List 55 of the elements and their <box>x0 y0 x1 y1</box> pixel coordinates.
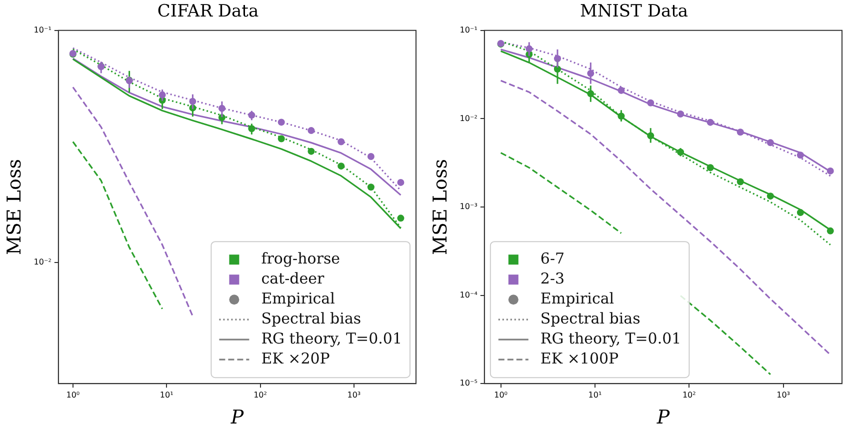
point <box>736 178 744 186</box>
legend-label: 2-3 <box>540 269 565 288</box>
x-tick-label: 10⁰ <box>66 390 80 400</box>
point <box>796 152 804 159</box>
legend-label: Empirical <box>261 289 336 308</box>
x-tick-label: 10² <box>254 390 267 400</box>
x-tick-label: 10³ <box>347 390 361 400</box>
legend-label: Spectral bias <box>261 309 362 328</box>
point <box>826 167 834 174</box>
point <box>278 135 285 142</box>
point <box>338 162 345 170</box>
point <box>706 164 714 172</box>
x-tick-label: 10¹ <box>160 390 174 400</box>
point <box>826 227 834 234</box>
point <box>308 127 315 134</box>
chart-title: MNIST Data <box>580 2 688 22</box>
x-axis-title: P <box>656 406 671 429</box>
point <box>647 99 654 106</box>
point <box>706 118 714 126</box>
y-tick-label: 10⁻¹ <box>34 25 52 34</box>
legend-label: RG theory, T=0.01 <box>540 329 682 348</box>
y-tick-label: 10⁻⁴ <box>460 290 478 300</box>
point <box>397 178 404 186</box>
x-tick-label: 10² <box>682 390 696 400</box>
point <box>766 192 774 200</box>
point <box>278 118 285 126</box>
legend-label: Spectral bias <box>540 309 640 328</box>
point <box>677 110 684 118</box>
y-axis-title: MSE Loss <box>3 159 26 255</box>
legend-label: Empirical <box>540 289 614 308</box>
chart-title: CIFAR Data <box>157 2 259 22</box>
point <box>308 148 315 155</box>
y-tick-label: 10⁻⁵ <box>460 378 478 388</box>
legend-label: 6-7 <box>540 249 565 268</box>
x-tick-label: 10¹ <box>588 390 602 400</box>
x-tick-label: 10⁰ <box>494 390 508 400</box>
x-tick-label: 10³ <box>776 390 790 400</box>
point <box>367 184 374 191</box>
y-tick-label: 10⁻² <box>34 257 52 266</box>
point <box>367 152 374 160</box>
y-tick-label: 10⁻³ <box>460 202 478 212</box>
legend-label: EK ×20P <box>261 349 330 368</box>
point <box>796 209 804 216</box>
y-tick-label: 10⁻² <box>460 114 478 123</box>
point <box>736 128 744 136</box>
point <box>338 138 345 146</box>
legend-label: RG theory, T=0.01 <box>261 329 402 348</box>
y-axis-title: MSE Loss <box>429 159 452 255</box>
x-axis-title: P <box>230 406 245 429</box>
point <box>397 214 404 222</box>
legend-label: cat-deer <box>261 269 325 288</box>
legend-label: frog-horse <box>261 249 340 268</box>
point <box>766 139 774 146</box>
y-tick-label: 10⁻¹ <box>460 25 478 34</box>
legend-label: EK ×100P <box>540 349 619 368</box>
